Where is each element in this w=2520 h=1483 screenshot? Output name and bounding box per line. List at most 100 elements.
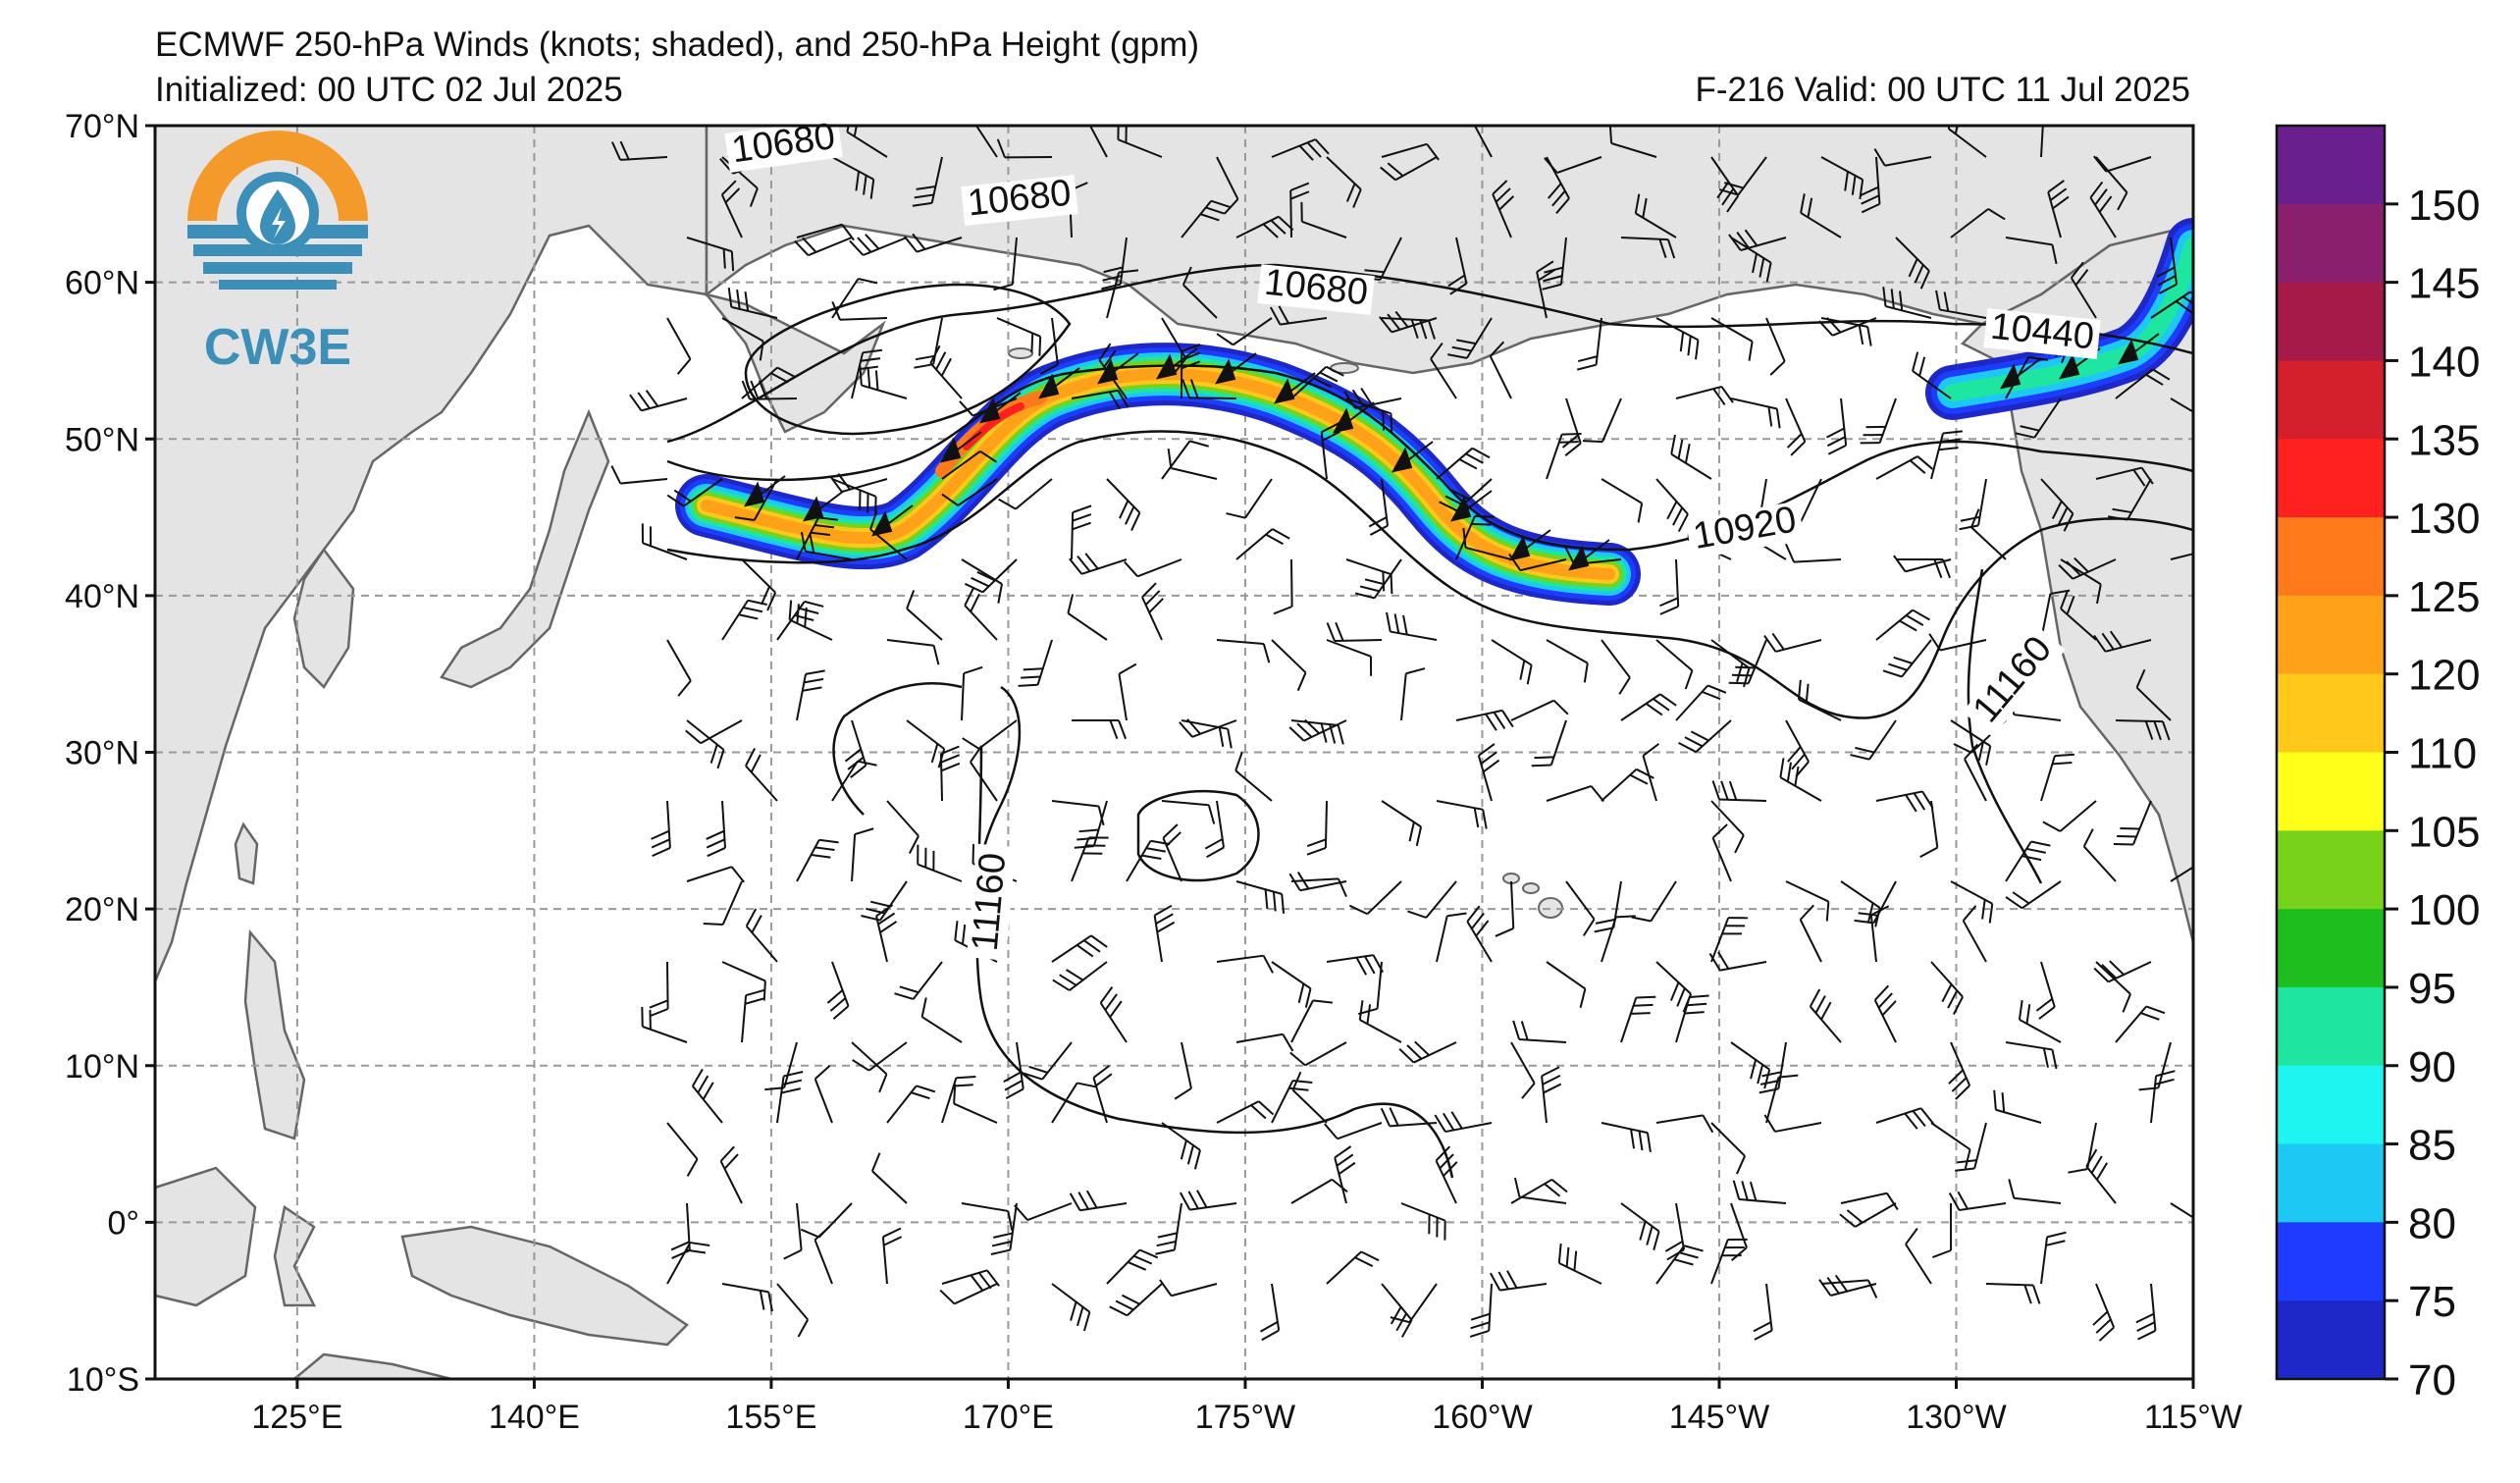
height-contour <box>1967 568 2043 884</box>
wind-barb <box>1710 800 1745 854</box>
wind-barb <box>666 1122 699 1177</box>
wind-barb <box>1631 880 1677 923</box>
wind-barb <box>1235 528 1290 560</box>
wind-barb-pennant <box>1215 352 1257 385</box>
wind-barb <box>1928 633 1987 652</box>
wind-barb <box>641 523 688 560</box>
wind-barb <box>1710 1122 1746 1175</box>
wind-barb <box>1235 1033 1294 1052</box>
wind-barb <box>610 465 668 485</box>
wind-barb <box>721 1283 773 1312</box>
wind-barb <box>1109 1283 1163 1317</box>
wind-barb <box>1106 1248 1159 1285</box>
kamchatka-peninsula <box>703 291 886 434</box>
lat-label: 0° <box>107 1204 139 1242</box>
colorbar-label: 110 <box>2408 730 2477 778</box>
wind-barb <box>1051 934 1108 963</box>
wind-barb <box>1071 836 1109 882</box>
wind-barb <box>1728 229 1787 251</box>
wind-barb <box>1678 719 1732 753</box>
wind-barb <box>1118 662 1137 721</box>
wind-barb <box>1216 954 1274 974</box>
wind-barb <box>1495 880 1515 937</box>
colorbar-label: 90 <box>2408 1043 2456 1091</box>
wind-barb <box>1271 961 1312 1008</box>
wind-barb <box>1354 558 1402 600</box>
wind-barb <box>870 1152 908 1204</box>
wind-barb <box>920 997 963 1043</box>
wind-barb <box>1860 397 1897 445</box>
wind-barb <box>1290 365 1344 399</box>
height-contour <box>666 364 2193 552</box>
wind-barb <box>1875 790 1934 813</box>
wind-barb <box>1381 142 1440 161</box>
wind-barb <box>1710 317 1754 361</box>
wind-barb <box>1779 758 1822 802</box>
wind-barb <box>2095 961 2131 1013</box>
wind-barb <box>1181 266 1218 319</box>
wind-barb <box>1051 800 1105 826</box>
wind-barb <box>796 669 825 721</box>
wind-barb <box>1510 1041 1536 1099</box>
wind-barb-pennant <box>940 431 982 463</box>
wind-barb <box>1161 440 1210 480</box>
wind-barb <box>1873 984 1897 1043</box>
wind-barb <box>1985 1283 2041 1304</box>
lat-label: 60°N <box>65 265 139 302</box>
colorbar-segment <box>2277 517 2385 597</box>
wind-barb <box>1730 237 1772 283</box>
wind-barb <box>1092 1065 1113 1124</box>
wind-barb-pennant <box>1156 347 1198 380</box>
wind-barb <box>1970 508 2007 560</box>
wind-barb <box>1181 199 1231 238</box>
wind-barb <box>1875 455 1933 480</box>
colorbar-label: 70 <box>2408 1356 2456 1404</box>
wind-barb <box>1753 1283 1773 1341</box>
wind-barb <box>1601 768 1654 802</box>
wind-barb <box>1601 639 1631 695</box>
wind-barb <box>1659 558 1680 615</box>
lon-label: 175°W <box>1195 1399 1295 1436</box>
wind-barb <box>829 473 888 493</box>
wind-barb <box>2060 590 2097 641</box>
wind-barb <box>2115 1005 2166 1043</box>
wind-barb <box>1875 609 1930 641</box>
wind-barb <box>1400 1202 1446 1241</box>
wind-barb <box>1919 800 1939 858</box>
wind-barb <box>962 719 1018 750</box>
wind-barb <box>2170 553 2193 560</box>
wind-barb <box>1959 478 1987 531</box>
colorbar-segment <box>2277 909 2385 988</box>
colorbar-segment <box>2277 126 2385 205</box>
wind-barb <box>1300 201 1347 238</box>
wind-barb <box>1508 554 1567 572</box>
colorbar-segment <box>2277 282 2385 361</box>
wind-barb <box>721 317 764 361</box>
lon-label: 170°E <box>963 1399 1054 1436</box>
wind-barb <box>719 1145 743 1204</box>
wind-barb <box>1765 1074 1799 1124</box>
wind-barb <box>1820 156 1864 199</box>
wind-barb <box>886 800 919 854</box>
height-contour <box>666 263 2193 444</box>
wind-barb <box>1711 823 1732 882</box>
wind-barb <box>1854 880 1897 925</box>
wind-barb <box>1882 639 1932 678</box>
wind-barb <box>1895 237 1930 290</box>
wind-barb <box>1069 1190 1128 1212</box>
wind-barb <box>666 478 723 507</box>
wind-barb <box>1159 1279 1218 1298</box>
wind-barb <box>1818 1274 1877 1297</box>
wind-barb <box>2170 1202 2193 1219</box>
cw3e-logo-icon <box>187 131 368 290</box>
wind-barb <box>1003 1041 1024 1100</box>
wind-barb <box>1620 1202 1660 1251</box>
wind-barb <box>970 745 998 802</box>
wind-barb <box>1381 317 1436 340</box>
wind-barb <box>1259 1283 1281 1342</box>
wind-barb <box>849 234 908 256</box>
australia-north-coast <box>292 1352 452 1379</box>
lat-label: 40°N <box>65 578 139 615</box>
wind-barb <box>1510 1178 1568 1204</box>
wind-barb <box>1718 156 1767 196</box>
